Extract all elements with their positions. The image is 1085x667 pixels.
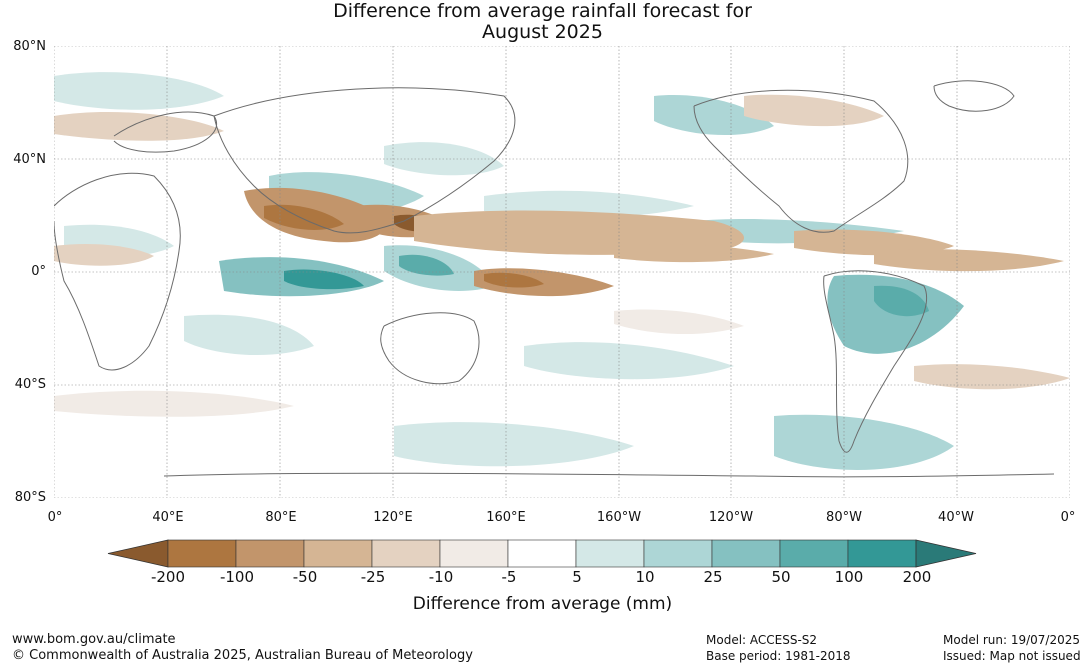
drier-anomaly-zones [54, 94, 1070, 417]
footer-copyright: © Commonwealth of Australia 2025, Austra… [12, 648, 473, 663]
colorbar-label: 10 [635, 568, 655, 586]
colorbar-swatch [779, 539, 849, 568]
lat-label-equator: 0° [31, 264, 46, 279]
colorbar-swatch [303, 539, 373, 568]
colorbar-swatch [235, 539, 305, 568]
colorbar-label: 100 [834, 568, 864, 586]
colorbar-label: -10 [428, 568, 454, 586]
lon-label-120e: 120°E [373, 510, 413, 525]
colorbar-swatch [167, 539, 237, 568]
lat-label-40s: 40°S [14, 377, 46, 392]
lat-label-40n: 40°N [13, 152, 46, 167]
lon-label-160e: 160°E [486, 510, 526, 525]
footer-model: Model: ACCESS-S2 [706, 633, 818, 647]
lon-label-80w: 80°W [826, 510, 862, 525]
map-title-line1: Difference from average rainfall forecas… [333, 0, 752, 22]
lon-label-0-right: 0° [1060, 510, 1076, 525]
lat-label-80n: 80°N [13, 39, 46, 54]
lon-label-120w: 120°W [708, 510, 754, 525]
colorbar-swatches [107, 539, 977, 568]
colorbar-label: 5 [572, 568, 582, 586]
colorbar-swatch [575, 539, 645, 568]
footer-issued: Issued: Map not issued [943, 649, 1081, 663]
footer-base-period: Base period: 1981-2018 [706, 649, 851, 663]
lon-label-40w: 40°W [938, 510, 974, 525]
colorbar-label: -200 [150, 568, 186, 586]
colorbar-label: -5 [501, 568, 517, 586]
colorbar-swatch [371, 539, 441, 568]
lat-label-80s: 80°S [14, 490, 46, 505]
colorbar-title: Difference from average (mm) [412, 594, 673, 614]
coastlines [54, 80, 1055, 478]
colorbar [107, 539, 977, 568]
colorbar-arrow-low [107, 539, 169, 568]
colorbar-swatch [711, 539, 781, 568]
map-title-line2: August 2025 [482, 21, 603, 43]
footer-url[interactable]: www.bom.gov.au/climate [12, 632, 176, 647]
colorbar-arrow-high [915, 539, 977, 568]
lon-label-160w: 160°W [596, 510, 642, 525]
colorbar-label: -50 [292, 568, 318, 586]
colorbar-swatch [439, 539, 509, 568]
colorbar-label: 25 [703, 568, 723, 586]
lon-label-80e: 80°E [265, 510, 297, 525]
colorbar-label: -100 [219, 568, 255, 586]
colorbar-label: -25 [360, 568, 386, 586]
graticule [54, 46, 1070, 498]
footer-model-run: Model run: 19/07/2025 [943, 633, 1081, 647]
colorbar-swatch [847, 539, 917, 568]
colorbar-swatch [507, 539, 577, 568]
colorbar-label: 200 [902, 568, 932, 586]
lon-label-40e: 40°E [152, 510, 184, 525]
colorbar-swatch [643, 539, 713, 568]
rainfall-anomaly-map [54, 46, 1070, 498]
lon-label-0-left: 0° [47, 510, 63, 525]
colorbar-label: 50 [771, 568, 791, 586]
